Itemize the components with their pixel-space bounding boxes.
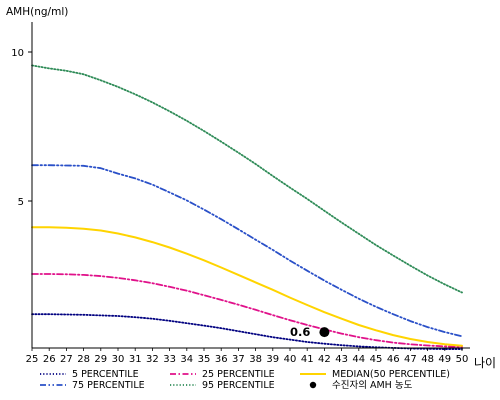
x-tick-label: 36	[215, 354, 228, 365]
x-tick-label: 37	[232, 354, 245, 365]
series-line-median-50-percentile	[31, 226, 463, 347]
x-tick-label: 32	[146, 354, 159, 365]
patient-amh-point	[319, 327, 330, 338]
x-tick-label: 38	[249, 354, 262, 365]
x-tick-label: 34	[180, 354, 193, 365]
legend: 5 PERCENTILE 25 PERCENTILE MEDIAN(50 PERCE…	[40, 369, 450, 391]
x-tick-label: 49	[438, 354, 451, 365]
legend-label: 5 PERCENTILE	[72, 369, 139, 380]
legend-label: MEDIAN(50 PERCENTILE)	[332, 369, 450, 380]
x-tick-label: 39	[266, 354, 279, 365]
x-tick-label: 41	[301, 354, 314, 365]
x-tick-label: 43	[335, 354, 348, 365]
x-tick-label: 35	[198, 354, 211, 365]
series-line-95-percentile	[31, 64, 463, 294]
series-layer	[31, 64, 463, 351]
x-axis-title: 나이	[474, 356, 496, 370]
x-tick-label: 45	[370, 354, 383, 365]
x-tick-label: 27	[60, 354, 73, 365]
x-tick-label: 31	[129, 354, 142, 365]
x-tick-label: 50	[456, 354, 469, 365]
x-tick-label: 26	[43, 354, 56, 365]
series-line-5-percentile	[31, 313, 463, 351]
points-layer: 0.6	[290, 325, 330, 339]
x-tick-label: 28	[77, 354, 90, 365]
legend-label: 25 PERCENTILE	[202, 369, 275, 380]
x-tick-label: 46	[387, 354, 400, 365]
series-line-75-percentile	[31, 164, 463, 338]
x-tick-label: 47	[404, 354, 417, 365]
y-axis-title: AMH(ng/ml)	[6, 6, 68, 18]
patient-amh-value-label: 0.6	[290, 325, 310, 339]
x-tick-label: 42	[318, 354, 331, 365]
legend-label: 수진자의 AMH 농도	[332, 380, 413, 391]
legend-label: 75 PERCENTILE	[72, 380, 145, 391]
series-line-25-percentile	[31, 273, 463, 348]
x-tick-label: 44	[352, 354, 365, 365]
x-tick-label: 48	[421, 354, 434, 365]
x-tick-label: 33	[163, 354, 176, 365]
y-tick-label: 5	[18, 197, 24, 208]
axes-layer: AMH(ng/ml) 나이	[6, 6, 496, 370]
x-tick-label: 30	[112, 354, 125, 365]
y-ticks: 5 10	[11, 48, 32, 208]
y-tick-label: 10	[11, 48, 24, 59]
x-tick-label: 40	[284, 354, 297, 365]
legend-label: 95 PERCENTILE	[202, 380, 275, 391]
x-tick-label: 25	[26, 354, 39, 365]
x-ticks: 25 26 27 28 29 30 31 32 33 34 35 36 37 38 39 40 41 42 43 44…	[26, 348, 469, 365]
legend-point-marker	[309, 381, 317, 389]
x-tick-label: 29	[94, 354, 107, 365]
